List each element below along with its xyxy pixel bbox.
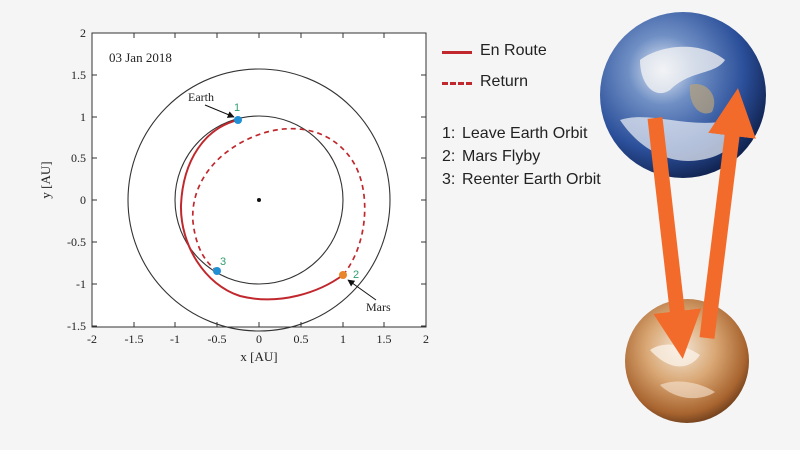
step-number: 1: <box>442 125 456 142</box>
legend-en-route-label: En Route <box>480 42 547 59</box>
step-text: Mars Flyby <box>462 148 541 165</box>
sun <box>257 198 261 202</box>
x-tick-label: 1 <box>340 332 346 346</box>
y-tick-label: -1.5 <box>67 319 86 333</box>
x-tick-label: -1 <box>170 332 180 346</box>
x-tick-label: -2 <box>87 332 97 346</box>
x-tick-label: 2 <box>423 332 429 346</box>
mars-label: Mars <box>366 300 391 314</box>
y-tick-label: 2 <box>80 26 86 40</box>
y-tick-label: 0.5 <box>71 151 86 165</box>
marker-mars-flyby <box>339 271 347 279</box>
mars-planet-icon <box>625 299 749 423</box>
x-axis-label: x [AU] <box>240 349 277 364</box>
mars-pointer-arrow <box>347 279 377 301</box>
earth-orbit <box>174 115 344 285</box>
legend-dashed-line <box>442 82 472 85</box>
marker-reenter-earth <box>213 267 221 275</box>
x-tick-label: -0.5 <box>208 332 227 346</box>
legend-solid-line <box>442 51 472 54</box>
marker-label-2: 2 <box>353 269 359 281</box>
x-tick-label: 1.5 <box>377 332 392 346</box>
step-number: 2: <box>442 148 456 165</box>
marker-label-1: 1 <box>234 102 240 114</box>
step-item: 2: Mars Flyby <box>442 147 602 166</box>
steps-list: 1: Leave Earth Orbit 2: Mars Flyby 3: Re… <box>442 124 602 193</box>
return-trajectory <box>191 127 366 276</box>
earth-label: Earth <box>188 90 214 104</box>
x-tick-label: 0.5 <box>294 332 309 346</box>
y-ticks <box>92 32 426 327</box>
en-route-trajectory <box>179 119 344 301</box>
date-label: 03 Jan 2018 <box>109 50 172 65</box>
earth-planet-icon <box>600 12 766 178</box>
x-tick-label: 0 <box>256 332 262 346</box>
marker-label-3: 3 <box>220 256 226 268</box>
earth-pointer-arrow <box>204 104 235 118</box>
step-number: 3: <box>442 171 456 188</box>
mars-orbit <box>127 68 391 332</box>
marker-leave-earth <box>234 116 242 124</box>
plot-frame <box>91 32 427 328</box>
y-tick-label: -0.5 <box>67 235 86 249</box>
y-tick-label: 1.5 <box>71 68 86 82</box>
arrow-earth-to-mars <box>647 117 702 359</box>
step-text: Leave Earth Orbit <box>462 125 588 142</box>
x-ticks <box>91 33 427 327</box>
orbit-plot: -2 -1.5 -1 -0.5 0 0.5 1 1.5 2 2 1.5 1 0.… <box>38 26 429 364</box>
y-tick-label: -1 <box>76 277 86 291</box>
arrow-mars-to-earth <box>699 88 756 339</box>
y-tick-label: 0 <box>80 193 86 207</box>
step-item: 3: Reenter Earth Orbit <box>442 170 602 189</box>
legend-en-route: En Route <box>442 40 602 71</box>
step-item: 1: Leave Earth Orbit <box>442 124 602 143</box>
y-tick-label: 1 <box>80 110 86 124</box>
legend-return-label: Return <box>480 73 529 90</box>
trajectory-legend: En Route Return <box>442 40 602 102</box>
legend-return: Return <box>442 71 602 102</box>
x-tick-label: -1.5 <box>125 332 144 346</box>
step-text: Reenter Earth Orbit <box>462 171 601 188</box>
y-axis-label: y [AU] <box>38 161 53 198</box>
